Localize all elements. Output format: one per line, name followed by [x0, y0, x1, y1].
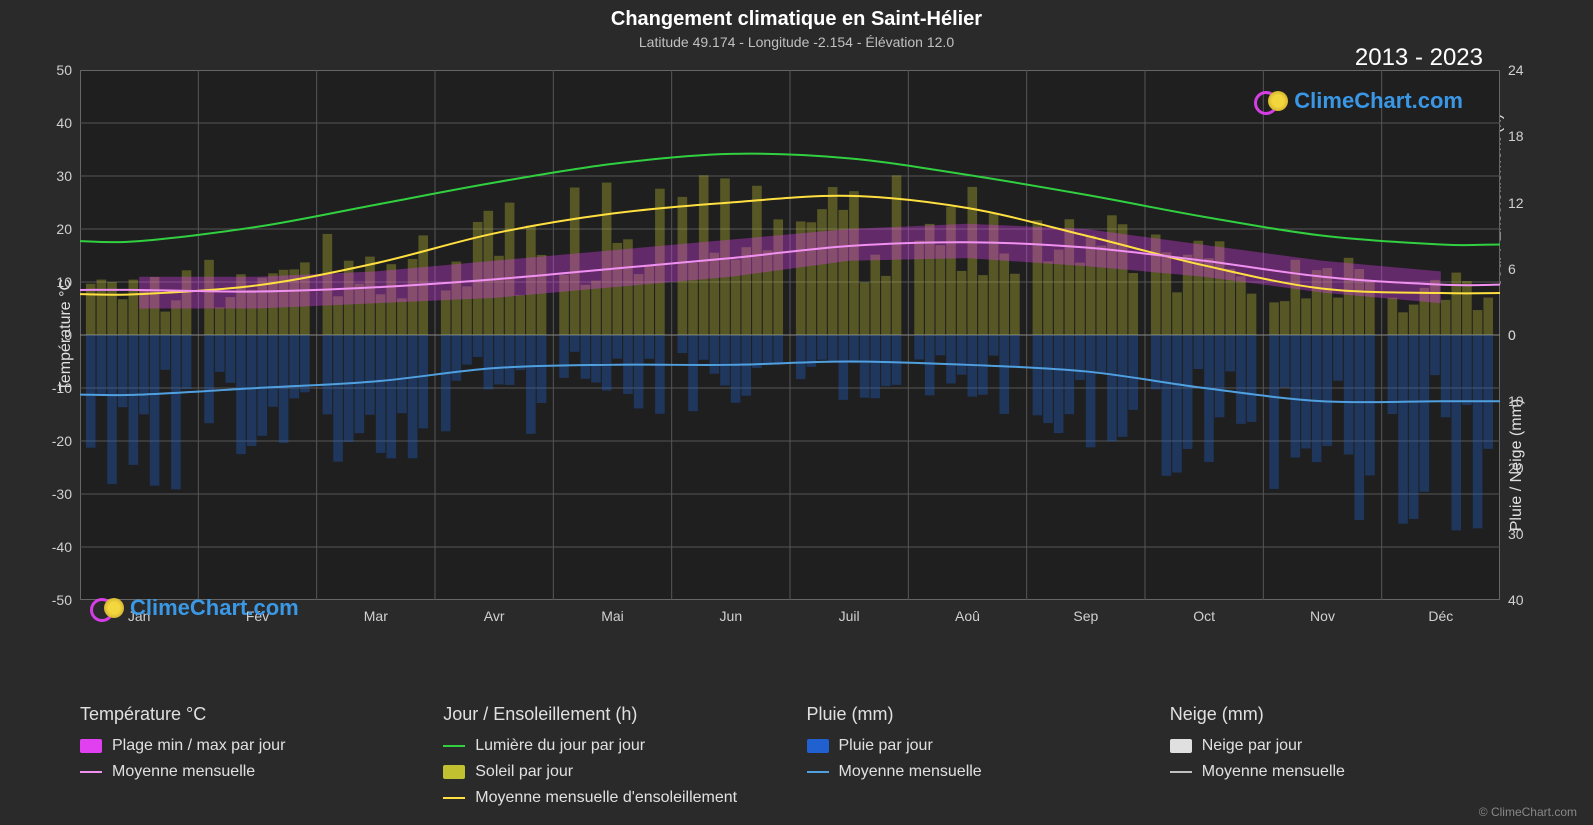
axis-tick: Mai	[583, 608, 643, 624]
legend-item-rain-avg: Moyenne mensuelle	[807, 763, 1150, 781]
year-range: 2013 - 2023	[1355, 44, 1483, 72]
axis-tick: -20	[32, 433, 72, 449]
axis-tick: Sep	[1056, 608, 1116, 624]
legend-label: Moyenne mensuelle	[1202, 763, 1345, 781]
legend-label: Soleil par jour	[475, 763, 573, 781]
legend-header-snow: Neige (mm)	[1170, 704, 1513, 725]
swatch-sun-icon	[443, 765, 465, 779]
legend-item-daylight: Lumière du jour par jour	[443, 737, 786, 755]
axis-tick: Juil	[819, 608, 879, 624]
legend-item-snow-avg: Moyenne mensuelle	[1170, 763, 1513, 781]
legend-header-rain: Pluie (mm)	[807, 704, 1150, 725]
swatch-rain-avg	[807, 771, 829, 773]
axis-tick: 20	[1508, 460, 1548, 476]
axis-tick: 10	[32, 274, 72, 290]
legend-col-snow: Neige (mm) Neige par jour Moyenne mensue…	[1170, 704, 1513, 807]
legend-header-temp: Température °C	[80, 704, 423, 725]
axis-tick: -50	[32, 592, 72, 608]
legend-item-sun-avg: Moyenne mensuelle d'ensoleillement	[443, 789, 786, 807]
legend-item-snow-daily: Neige par jour	[1170, 737, 1513, 755]
swatch-temp-avg	[80, 771, 102, 773]
brand-icon	[90, 598, 124, 618]
legend: Température °C Plage min / max par jour …	[80, 704, 1513, 807]
legend-item-sun: Soleil par jour	[443, 763, 786, 781]
axis-tick: 12	[1508, 195, 1548, 211]
legend-label: Moyenne mensuelle	[112, 763, 255, 781]
axis-tick: 40	[1508, 592, 1548, 608]
swatch-sun-avg	[443, 797, 465, 799]
legend-col-day: Jour / Ensoleillement (h) Lumière du jou…	[443, 704, 786, 807]
chart-svg	[80, 70, 1500, 600]
copyright: © ClimeChart.com	[1479, 805, 1577, 819]
axis-tick: Mar	[346, 608, 406, 624]
legend-label: Lumière du jour par jour	[475, 737, 645, 755]
brand-text: ClimeChart.com	[130, 595, 299, 621]
axis-tick: 30	[1508, 526, 1548, 542]
axis-tick: 40	[32, 115, 72, 131]
axis-tick: -30	[32, 486, 72, 502]
axis-tick: 20	[32, 221, 72, 237]
brand-text: ClimeChart.com	[1294, 88, 1463, 114]
swatch-rain-icon	[807, 739, 829, 753]
legend-label: Neige par jour	[1202, 737, 1303, 755]
axis-tick: 50	[32, 62, 72, 78]
chart-title: Changement climatique en Saint-Hélier	[0, 8, 1593, 31]
brand-icon	[1254, 91, 1288, 111]
swatch-temp-range	[80, 739, 102, 753]
axis-tick: 0	[32, 327, 72, 343]
legend-col-rain: Pluie (mm) Pluie par jour Moyenne mensue…	[807, 704, 1150, 807]
legend-item-temp-range: Plage min / max par jour	[80, 737, 423, 755]
axis-tick: 24	[1508, 62, 1548, 78]
swatch-snow-icon	[1170, 739, 1192, 753]
legend-header-day: Jour / Ensoleillement (h)	[443, 704, 786, 725]
plot-area	[80, 70, 1500, 600]
axis-tick: Déc	[1411, 608, 1471, 624]
axis-tick: -10	[32, 380, 72, 396]
legend-item-temp-avg: Moyenne mensuelle	[80, 763, 423, 781]
legend-col-temp: Température °C Plage min / max par jour …	[80, 704, 423, 807]
brand-watermark-bottom: ClimeChart.com	[90, 595, 299, 621]
swatch-snow-avg	[1170, 771, 1192, 773]
legend-label: Moyenne mensuelle d'ensoleillement	[475, 789, 737, 807]
axis-tick: Aoû	[938, 608, 998, 624]
brand-watermark-top: ClimeChart.com	[1254, 88, 1463, 114]
legend-label: Plage min / max par jour	[112, 737, 285, 755]
legend-label: Moyenne mensuelle	[839, 763, 982, 781]
axis-tick: Oct	[1174, 608, 1234, 624]
axis-tick: Nov	[1293, 608, 1353, 624]
axis-tick: Jun	[701, 608, 761, 624]
axis-tick: -40	[32, 539, 72, 555]
axis-tick: Avr	[464, 608, 524, 624]
axis-tick: 30	[32, 168, 72, 184]
legend-label: Pluie par jour	[839, 737, 933, 755]
axis-tick: 0	[1508, 327, 1548, 343]
axis-tick: 6	[1508, 261, 1548, 277]
climate-chart-container: Changement climatique en Saint-Hélier La…	[0, 0, 1593, 825]
legend-item-rain-daily: Pluie par jour	[807, 737, 1150, 755]
swatch-daylight	[443, 745, 465, 747]
axis-tick: 10	[1508, 393, 1548, 409]
axis-tick: 18	[1508, 128, 1548, 144]
